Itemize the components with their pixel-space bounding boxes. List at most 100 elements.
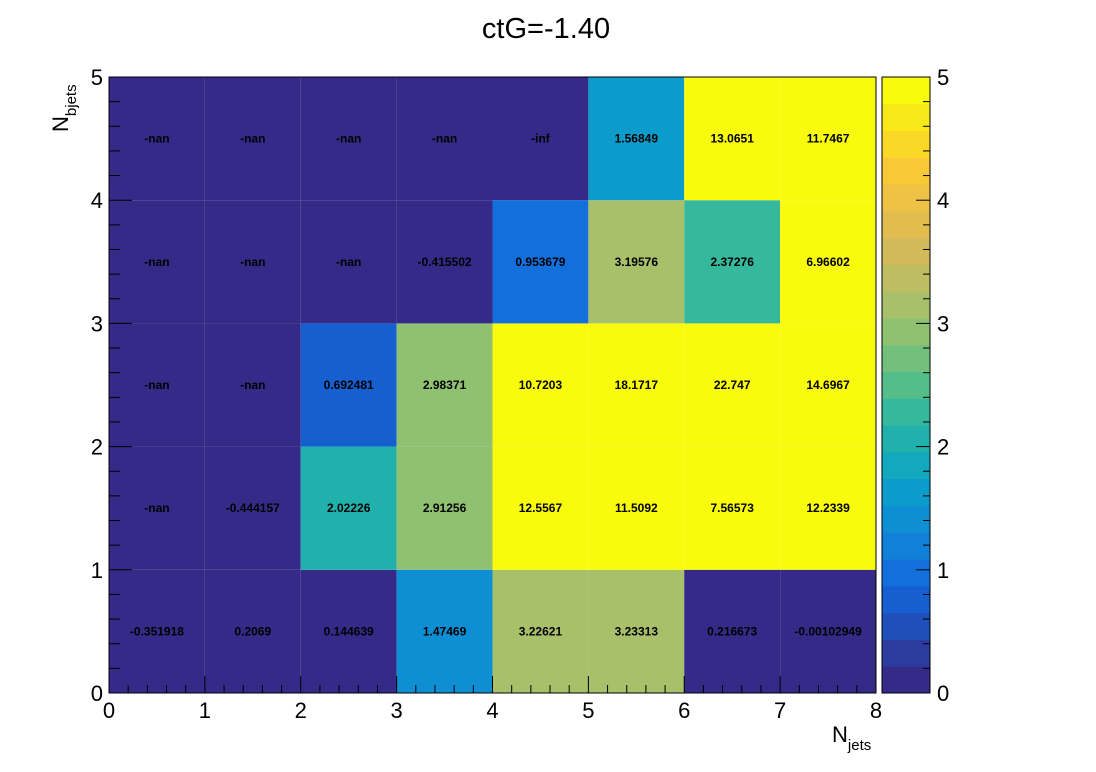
heatmap-cell (492, 446, 589, 570)
color-scale-step (882, 451, 930, 480)
cell-value-label: 22.747 (714, 378, 751, 392)
x-tick-label: 8 (870, 698, 882, 723)
heatmap-cell (684, 77, 781, 201)
x-tick-label: 6 (678, 698, 690, 723)
heatmap-cell (109, 446, 205, 570)
color-scale-step (882, 639, 930, 667)
color-scale-step (882, 210, 930, 239)
heatmap-cell (300, 446, 397, 570)
cell-value-label: 12.2339 (806, 501, 850, 515)
heatmap-cell (204, 446, 301, 570)
y-tick-label: 1 (91, 558, 103, 583)
color-scale-bar (881, 76, 931, 694)
x-tick-label: 3 (391, 698, 403, 723)
cell-value-label: -0.415502 (418, 255, 472, 269)
cell-value-label: -0.444157 (226, 501, 280, 515)
color-scale-step (882, 344, 930, 373)
cell-value-label: 2.98371 (423, 378, 467, 392)
cell-value-label: -inf (531, 132, 551, 146)
heatmap-cell (780, 446, 876, 570)
cell-value-label: 12.5567 (519, 501, 563, 515)
heatmap-cell (780, 323, 876, 447)
heatmap-cell (780, 77, 876, 201)
heatmap-cell (109, 77, 205, 201)
z-tick-label: 0 (937, 681, 949, 706)
y-tick-label: 2 (91, 435, 103, 460)
cell-value-label: -nan (144, 255, 169, 269)
color-scale-step (882, 237, 930, 265)
color-scale-step (882, 130, 930, 158)
heatmap-cell (588, 569, 685, 693)
heatmap-cell (588, 446, 685, 570)
x-tick-label: 0 (103, 698, 115, 723)
heatmap-cell (109, 569, 205, 693)
color-scale-step (882, 505, 930, 533)
heatmap-cell (300, 77, 397, 201)
heatmap-cell (684, 323, 781, 447)
cell-value-label: -nan (144, 501, 169, 515)
cell-value-label: -nan (336, 132, 361, 146)
color-scale-step (882, 371, 930, 399)
color-scale-step (882, 184, 930, 212)
cell-value-label: 0.692481 (324, 378, 374, 392)
cell-value-label: 11.7467 (807, 132, 850, 146)
color-scale-step (882, 425, 930, 453)
color-scale-step (882, 264, 930, 292)
heatmap-cell (588, 77, 685, 201)
heatmap-cells (109, 77, 876, 693)
y-tick-label: 3 (91, 311, 103, 336)
z-tick-label: 2 (937, 435, 949, 460)
y-axis-ticks: 0 1 2 3 4 5 (91, 65, 132, 706)
cell-value-label: 0.216673 (707, 624, 757, 638)
heatmap-cell (396, 200, 493, 324)
cell-value-label: 3.23313 (615, 624, 659, 638)
z-tick-label: 3 (937, 311, 949, 336)
cell-value-label: 0.953679 (515, 255, 565, 269)
cell-value-label: 3.22621 (519, 624, 563, 638)
z-tick-label: 5 (937, 65, 949, 90)
heatmap-cell (300, 323, 397, 447)
heatmap-cell (684, 200, 781, 324)
heatmap-cell (396, 323, 493, 447)
heatmap-cell (588, 200, 685, 324)
cell-value-label: 18.1717 (615, 378, 659, 392)
x-tick-label: 4 (486, 698, 498, 723)
z-tick-label: 4 (937, 188, 949, 213)
color-scale-step (882, 478, 930, 507)
cell-value-label: 3.19576 (615, 255, 659, 269)
heatmap-cell (780, 569, 876, 693)
heatmap-cell (109, 200, 205, 324)
heatmap-cell (300, 200, 397, 324)
cell-value-label: -nan (144, 132, 169, 146)
cell-value-label: 7.56573 (710, 501, 754, 515)
color-scale-step (882, 532, 930, 560)
cell-value-label: 2.37276 (710, 255, 754, 269)
heatmap-cell (204, 569, 301, 693)
x-tick-label: 5 (582, 698, 594, 723)
cell-value-label: -nan (432, 132, 457, 146)
color-scale-step (882, 103, 930, 132)
cell-value-label: 11.5092 (615, 501, 658, 515)
heatmap-cell (684, 446, 781, 570)
color-scale-step (882, 398, 930, 426)
color-scale-frame (881, 76, 931, 694)
y-axis-title: Nbjets (48, 84, 80, 132)
cell-value-label: 14.6967 (806, 378, 850, 392)
x-axis-ticks: 0 1 2 3 4 5 6 7 8 (103, 676, 882, 723)
heatmap-cell (204, 77, 301, 201)
y-tick-label: 4 (91, 188, 103, 213)
chart-title: ctG=-1.40 (482, 13, 610, 45)
heatmap-cell (300, 569, 397, 693)
heatmap-cell (204, 200, 301, 324)
y-tick-label: 0 (91, 681, 103, 706)
y-axis-title-sub: bjets (63, 84, 80, 116)
color-scale-step (882, 612, 930, 640)
heatmap-cell-labels: -0.351918 0.2069 0.144639 1.47469 3.22621 3.2… (130, 132, 862, 639)
z-tick-label: 1 (937, 558, 949, 583)
color-scale-step (882, 559, 930, 587)
cell-value-label: 10.7203 (519, 378, 563, 392)
heatmap-cell (492, 200, 589, 324)
y-tick-label: 5 (91, 65, 103, 90)
cell-value-label: 0.144639 (324, 624, 374, 638)
